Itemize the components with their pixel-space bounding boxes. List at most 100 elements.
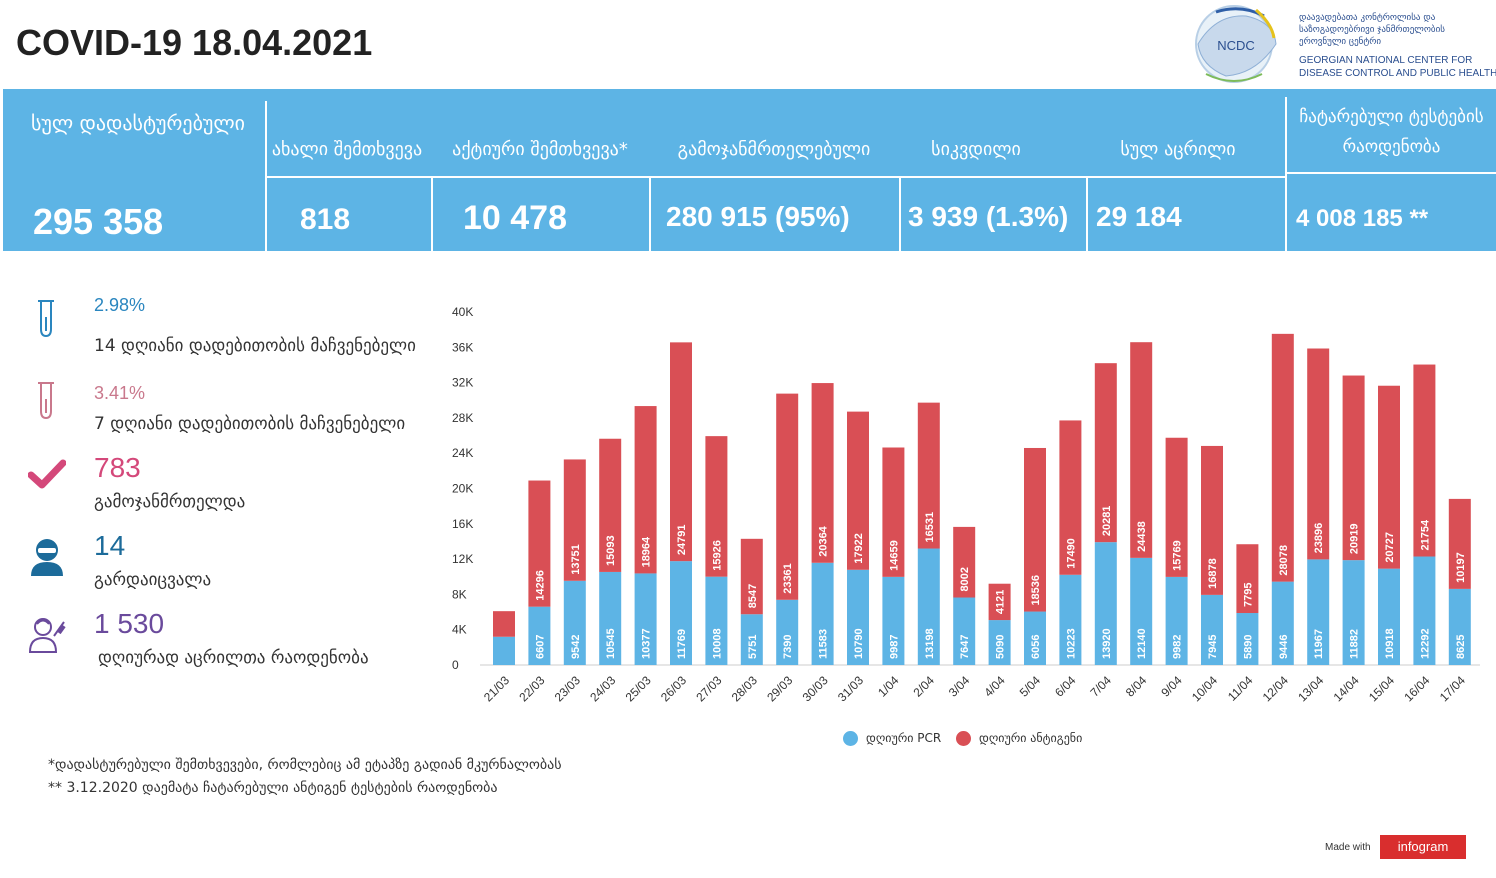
bar-label-antigen: 13751 — [570, 544, 582, 575]
bar-label-pcr: 10790 — [853, 628, 865, 659]
y-tick-label: 36K — [452, 340, 473, 354]
bar-label-pcr: 11882 — [1349, 629, 1361, 659]
bar-label-pcr: 12292 — [1419, 628, 1431, 659]
legend-item-pcr[interactable]: დღიური PCR — [843, 731, 941, 746]
x-tick-label: 23/03 — [552, 673, 583, 704]
tests-value: 4 008 185 ** — [1296, 205, 1429, 232]
x-tick-label: 15/04 — [1366, 673, 1397, 704]
bar-label-antigen: 28078 — [1278, 545, 1290, 576]
checkmark-icon — [28, 459, 66, 489]
bar-pcr — [1236, 613, 1259, 665]
bar-label-pcr: 9982 — [1172, 635, 1184, 659]
logo-name-georgian: დაავადებათა კონტროლისა და საზოგადოებრივი… — [1299, 13, 1445, 47]
tests-footnote: ** 3.12.2020 დაემატა ჩატარებული ანტიგენ … — [48, 780, 498, 796]
bar-label-pcr: 12140 — [1136, 628, 1148, 659]
bar-pcr — [1165, 576, 1188, 665]
x-tick-label: 21/03 — [481, 673, 512, 704]
active-cases-label: აქტიური შემთხვევა* — [452, 139, 628, 160]
x-tick-label: 9/04 — [1158, 673, 1185, 700]
x-tick-label: 2/04 — [911, 673, 938, 700]
bar-antigen — [882, 447, 905, 577]
logo-name-english: GEORGIAN NATIONAL CENTER FOR DISEASE CON… — [1299, 55, 1496, 79]
bar-antigen — [705, 436, 728, 577]
total-confirmed-value: 295 358 — [33, 201, 164, 242]
positivity-7-label: 7 დღიანი დადებითობის მაჩვენებელი — [94, 414, 406, 434]
bar-pcr — [1448, 588, 1471, 665]
bar-pcr — [1413, 556, 1436, 665]
bar-label-antigen: 20364 — [818, 525, 830, 556]
bar-label-pcr: 6056 — [1030, 635, 1042, 659]
recovered-value: 280 915 (95%) — [666, 201, 850, 232]
bar-antigen — [953, 526, 976, 598]
bar-pcr — [917, 548, 940, 665]
test-tube-icon — [38, 382, 54, 420]
bar-label-pcr: 9446 — [1278, 635, 1290, 659]
bar-label-antigen: 15093 — [605, 535, 617, 566]
vaccinated-today-label: დღიურად აცრილთა რაოდენობა — [98, 648, 369, 668]
bar-antigen — [811, 383, 834, 563]
bar-pcr — [599, 571, 622, 665]
bar-label-antigen: 17490 — [1065, 538, 1077, 569]
recovered-label: გამოჯანმრთელებული — [677, 139, 871, 160]
bar-label-pcr: 9987 — [888, 635, 900, 659]
bar-pcr — [1201, 594, 1223, 665]
bar-antigen — [1378, 385, 1400, 569]
legend-marker-antigen — [956, 731, 971, 746]
bar-label-antigen: 20281 — [1101, 506, 1113, 537]
bar-label-pcr: 13920 — [1101, 628, 1113, 659]
bar-label-antigen: 18964 — [641, 536, 653, 567]
infogram-link[interactable]: infogram — [1380, 835, 1466, 859]
bar-label-pcr: 10918 — [1384, 628, 1396, 659]
bar-pcr — [953, 597, 976, 665]
positivity-7-value: 3.41% — [94, 383, 146, 403]
legend-item-antigen[interactable]: დღიური ანტიგენი — [956, 731, 1082, 746]
bar-antigen — [493, 611, 515, 637]
bar-label-pcr: 5090 — [995, 635, 1007, 659]
bar-antigen — [670, 342, 692, 562]
bar-antigen — [563, 459, 586, 581]
x-tick-label: 5/04 — [1017, 673, 1044, 700]
bar-antigen — [1024, 447, 1046, 612]
bar-label-pcr: 11769 — [676, 629, 688, 659]
bar-antigen — [1130, 342, 1153, 558]
bar-label-antigen: 14659 — [888, 540, 900, 571]
y-tick-label: 16K — [452, 517, 473, 531]
bar-pcr — [1307, 559, 1330, 665]
x-tick-label: 10/04 — [1189, 673, 1220, 704]
bar-pcr — [1378, 568, 1400, 665]
y-tick-label: 8K — [452, 587, 467, 601]
bar-label-pcr: 7945 — [1207, 635, 1219, 659]
x-tick-label: 31/03 — [835, 673, 866, 704]
bar-label-antigen: 20919 — [1349, 524, 1361, 555]
x-tick-label: 1/04 — [875, 673, 902, 700]
bar-antigen — [1236, 544, 1259, 614]
bar-label-pcr: 10545 — [605, 628, 617, 659]
page-title: COVID-19 18.04.2021 — [16, 22, 373, 63]
x-tick-label: 4/04 — [981, 673, 1008, 700]
x-tick-label: 11/04 — [1225, 673, 1256, 704]
bar-pcr — [493, 636, 515, 665]
bar-antigen — [917, 402, 940, 549]
x-tick-label: 13/04 — [1295, 673, 1326, 704]
bar-label-pcr: 10223 — [1065, 628, 1077, 659]
bar-pcr — [1059, 574, 1082, 665]
bar-antigen — [988, 583, 1011, 621]
new-cases-value: 818 — [300, 203, 351, 236]
bar-antigen — [634, 406, 657, 574]
bar-antigen — [1413, 364, 1436, 557]
bar-label-pcr: 7390 — [782, 635, 794, 659]
svg-text:NCDC: NCDC — [1217, 38, 1255, 53]
x-tick-label: 16/04 — [1401, 673, 1432, 704]
bar-label-antigen: 8002 — [959, 567, 971, 591]
bar-antigen — [1201, 445, 1223, 595]
vaccinated-label: სულ აცრილი — [1120, 139, 1236, 160]
legend-label-pcr: დღიური PCR — [866, 731, 942, 745]
bar-pcr — [811, 562, 834, 665]
x-tick-label: 8/04 — [1123, 673, 1150, 700]
y-tick-label: 32K — [452, 376, 473, 390]
recovered-today-label: გამოჯანმრთელდა — [94, 492, 246, 512]
made-with-label: Made with — [1325, 842, 1371, 853]
test-tube-icon — [38, 300, 54, 338]
bar-label-antigen: 14296 — [534, 570, 546, 601]
died-today-value: 14 — [94, 530, 126, 561]
